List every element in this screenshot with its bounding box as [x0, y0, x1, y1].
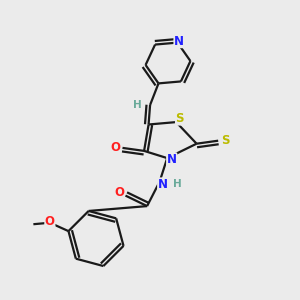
- Text: H: H: [173, 179, 182, 190]
- Text: S: S: [221, 134, 230, 147]
- Text: N: N: [167, 153, 177, 166]
- Text: O: O: [114, 186, 124, 199]
- Text: S: S: [176, 112, 184, 125]
- Text: N: N: [174, 34, 184, 48]
- Text: O: O: [110, 141, 120, 154]
- Text: O: O: [45, 215, 55, 228]
- Text: H: H: [133, 100, 142, 110]
- Text: N: N: [158, 178, 168, 191]
